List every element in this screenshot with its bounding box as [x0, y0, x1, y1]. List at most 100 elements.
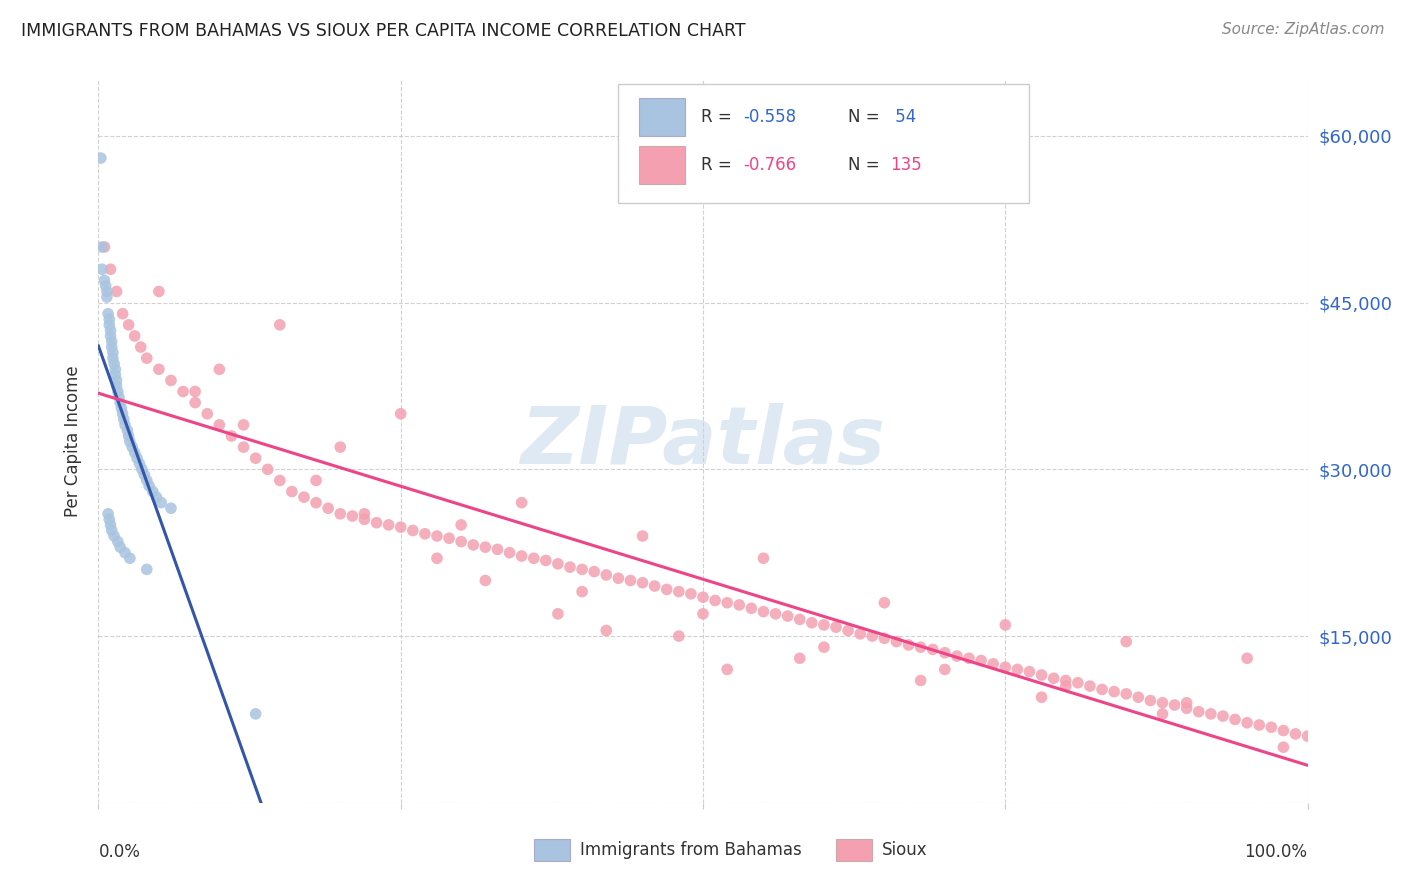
Point — [329, 507, 352, 521]
FancyBboxPatch shape — [837, 838, 872, 861]
Point — [1128, 690, 1150, 705]
Point — [104, 362, 127, 376]
Point — [103, 357, 125, 371]
Point — [108, 390, 131, 404]
Point — [595, 568, 617, 582]
Text: Sioux: Sioux — [882, 841, 928, 859]
Text: N =: N = — [848, 108, 884, 126]
Point — [571, 584, 593, 599]
Point — [100, 340, 122, 354]
Point — [184, 395, 207, 409]
Point — [100, 329, 122, 343]
FancyBboxPatch shape — [638, 146, 685, 184]
Point — [114, 546, 136, 560]
Point — [1236, 715, 1258, 730]
Point — [135, 474, 157, 488]
Point — [135, 562, 157, 576]
Point — [957, 651, 980, 665]
Point — [160, 501, 183, 516]
Point — [148, 362, 170, 376]
Point — [91, 240, 114, 254]
Point — [232, 417, 254, 432]
Point — [114, 417, 136, 432]
Point — [342, 508, 364, 523]
Point — [825, 620, 848, 634]
Point — [547, 607, 569, 621]
Point — [127, 451, 149, 466]
Point — [108, 395, 131, 409]
Point — [105, 373, 128, 387]
Point — [655, 582, 678, 597]
Point — [813, 640, 835, 655]
Point — [837, 624, 859, 638]
Text: Source: ZipAtlas.com: Source: ZipAtlas.com — [1222, 22, 1385, 37]
Point — [118, 434, 141, 449]
Point — [94, 279, 117, 293]
Point — [111, 307, 134, 321]
Point — [91, 262, 114, 277]
Point — [103, 529, 125, 543]
Point — [1115, 634, 1137, 648]
Point — [1272, 723, 1295, 738]
Text: R =: R = — [700, 156, 737, 174]
Point — [353, 507, 375, 521]
FancyBboxPatch shape — [638, 98, 685, 136]
Point — [752, 551, 775, 566]
Point — [124, 445, 146, 459]
Point — [583, 565, 606, 579]
Point — [692, 590, 714, 604]
Point — [1102, 684, 1125, 698]
Text: Immigrants from Bahamas: Immigrants from Bahamas — [579, 841, 801, 859]
Point — [619, 574, 641, 588]
Point — [208, 362, 231, 376]
Text: IMMIGRANTS FROM BAHAMAS VS SIOUX PER CAPITA INCOME CORRELATION CHART: IMMIGRANTS FROM BAHAMAS VS SIOUX PER CAP… — [21, 22, 745, 40]
Point — [118, 429, 141, 443]
Point — [426, 529, 449, 543]
Point — [117, 424, 139, 438]
Point — [97, 307, 120, 321]
Point — [135, 351, 157, 366]
Point — [1188, 705, 1211, 719]
Point — [934, 662, 956, 676]
Point — [148, 285, 170, 299]
Point — [353, 512, 375, 526]
Point — [910, 640, 932, 655]
Point — [813, 618, 835, 632]
Point — [704, 593, 727, 607]
Point — [138, 479, 160, 493]
Point — [873, 632, 896, 646]
Text: 54: 54 — [890, 108, 917, 126]
Point — [534, 553, 557, 567]
Point — [129, 340, 152, 354]
Point — [740, 601, 762, 615]
Point — [1091, 682, 1114, 697]
Point — [1031, 668, 1053, 682]
Point — [692, 607, 714, 621]
Point — [100, 517, 122, 532]
Point — [245, 706, 267, 721]
Point — [281, 484, 304, 499]
Point — [389, 407, 412, 421]
Point — [765, 607, 787, 621]
Point — [124, 329, 146, 343]
Point — [1236, 651, 1258, 665]
Point — [437, 531, 460, 545]
Point — [849, 627, 872, 641]
Point — [1007, 662, 1029, 676]
Point — [98, 318, 121, 332]
Point — [105, 379, 128, 393]
Point — [131, 462, 153, 476]
Point — [101, 351, 124, 366]
Point — [329, 440, 352, 454]
Y-axis label: Per Capita Income: Per Capita Income — [65, 366, 83, 517]
Point — [668, 584, 690, 599]
Point — [100, 524, 122, 538]
Point — [269, 318, 291, 332]
Point — [668, 629, 690, 643]
Point — [921, 642, 943, 657]
Point — [1054, 679, 1077, 693]
Point — [1260, 720, 1282, 734]
Point — [510, 549, 533, 563]
Point — [994, 618, 1017, 632]
Point — [1078, 679, 1101, 693]
